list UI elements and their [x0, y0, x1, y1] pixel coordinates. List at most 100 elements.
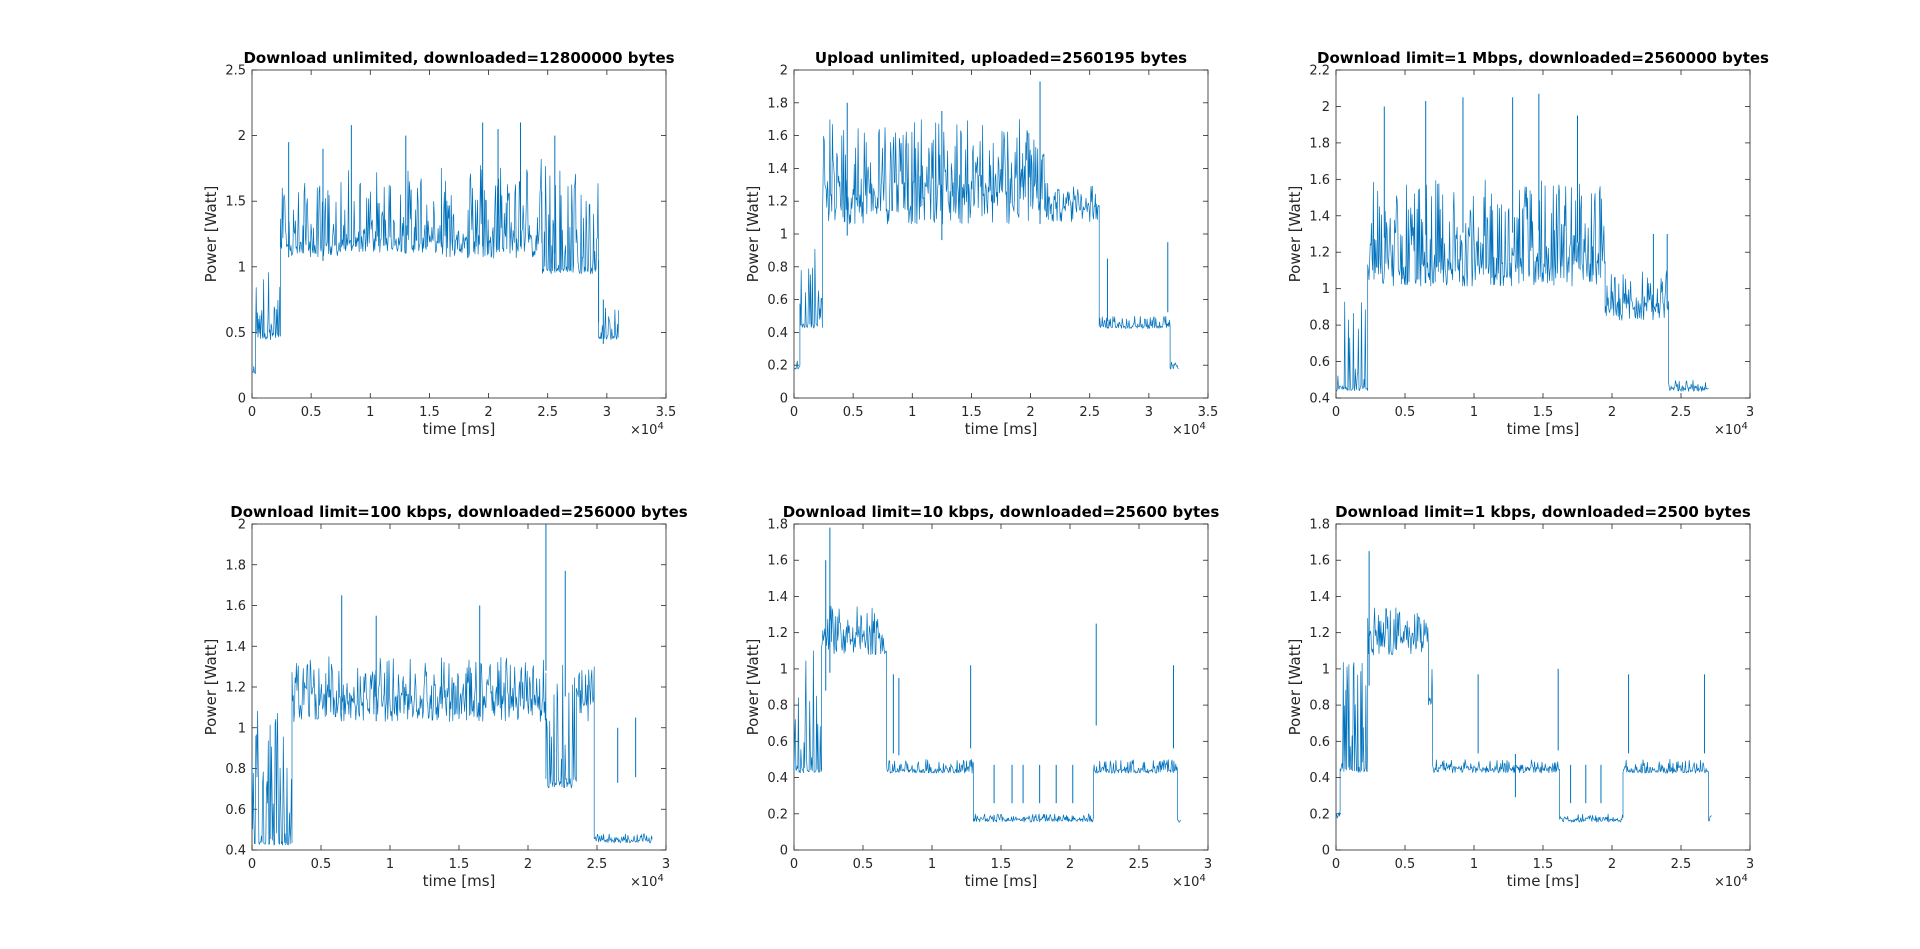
x-tick-label: 1: [1470, 405, 1478, 420]
y-tick-label: 1.6: [1309, 173, 1330, 188]
x-tick-label: 2: [1026, 405, 1034, 420]
x-tick-label: 0.5: [843, 405, 864, 420]
y-axis-label: Power [Watt]: [744, 186, 762, 283]
x-tick-label: 3: [662, 857, 670, 872]
y-tick-label: 1: [1322, 282, 1330, 297]
x-tick-label: 0: [1332, 857, 1340, 872]
x-axis-label: time [ms]: [423, 872, 496, 890]
y-tick-label: 1.6: [767, 554, 788, 569]
x-tick-label: 1: [908, 405, 916, 420]
x-tick-label: 3: [1145, 405, 1153, 420]
power-trace: [251, 158, 620, 374]
x-tick-label: 0: [790, 405, 798, 420]
x-tick-label: 0: [790, 857, 798, 872]
x-tick-label: 3: [1204, 857, 1212, 872]
y-tick-label: 1.8: [767, 96, 788, 111]
power-trace: [251, 656, 653, 846]
y-tick-label: 1.4: [1309, 209, 1330, 224]
x-tick-label: 0: [1332, 405, 1340, 420]
y-tick-label: 0.8: [767, 260, 788, 275]
chart-title: Upload unlimited, uploaded=2560195 bytes: [815, 49, 1187, 67]
y-axis-label: Power [Watt]: [202, 639, 220, 736]
y-tick-label: 0.4: [1309, 771, 1330, 786]
y-tick-label: 1.4: [767, 162, 788, 177]
x-tick-label: 0.5: [1395, 857, 1416, 872]
x-exponent-label: ×104: [630, 873, 664, 890]
x-axis-label: time [ms]: [1507, 420, 1580, 438]
x-tick-label: 2.5: [587, 857, 608, 872]
series-1: [1335, 551, 1712, 823]
y-tick-label: 2.5: [225, 64, 246, 79]
x-tick-label: 0.5: [301, 405, 322, 420]
power-trace: [793, 605, 1181, 823]
x-axis-label: time [ms]: [965, 872, 1038, 890]
y-tick-label: 1: [238, 721, 246, 736]
x-tick-label: 3: [1746, 857, 1754, 872]
x-exponent-label: ×104: [1172, 873, 1206, 890]
y-tick-label: 1: [1322, 662, 1330, 677]
x-tick-label: 2: [484, 405, 492, 420]
x-tick-label: 3.5: [656, 405, 677, 420]
y-tick-label: 2: [1322, 100, 1330, 115]
plot-area: [251, 523, 667, 851]
series-1: [793, 527, 1181, 823]
power-trace: [1335, 607, 1712, 823]
power-trace: [793, 119, 1179, 370]
y-tick-label: 0.4: [225, 844, 246, 859]
y-tick-label: 0.8: [1309, 699, 1330, 714]
y-tick-label: 0.5: [225, 326, 246, 341]
y-tick-label: 0: [780, 392, 788, 407]
x-axis-label: time [ms]: [423, 420, 496, 438]
x-tick-label: 1: [928, 857, 936, 872]
y-tick-label: 0.6: [767, 735, 788, 750]
y-tick-label: 2: [780, 64, 788, 79]
y-tick-label: 2: [238, 129, 246, 144]
x-tick-label: 1.5: [449, 857, 470, 872]
y-tick-label: 0.6: [225, 803, 246, 818]
subplot-4: 0 0.5 1 1.5 2 2.5 30.40.60.811.21.41.61.82Down…: [202, 503, 688, 890]
chart-title: Download limit=100 kbps, downloaded=2560…: [230, 503, 688, 521]
y-axis-label: Power [Watt]: [744, 639, 762, 736]
y-tick-label: 1.6: [1309, 554, 1330, 569]
y-tick-label: 1: [238, 260, 246, 275]
x-tick-label: 2: [1608, 405, 1616, 420]
y-tick-label: 0.6: [1309, 355, 1330, 370]
y-tick-label: 1.4: [767, 590, 788, 605]
x-tick-label: 0.5: [311, 857, 332, 872]
x-tick-label: 0.5: [853, 857, 874, 872]
x-exponent-label: ×104: [630, 421, 664, 438]
y-tick-label: 1.8: [1309, 136, 1330, 151]
y-tick-label: 1.2: [767, 626, 788, 641]
y-tick-label: 0.2: [1309, 807, 1330, 822]
y-axis-label: Power [Watt]: [1286, 186, 1304, 283]
x-tick-label: 2: [1066, 857, 1074, 872]
x-tick-label: 3: [1746, 405, 1754, 420]
y-tick-label: 0.8: [225, 762, 246, 777]
x-tick-label: 2: [524, 857, 532, 872]
y-tick-label: 0.4: [1309, 392, 1330, 407]
chart-title: Download limit=1 kbps, downloaded=2500 b…: [1335, 503, 1751, 521]
y-tick-label: 0: [238, 392, 246, 407]
y-tick-label: 1: [780, 662, 788, 677]
y-tick-label: 0.8: [767, 699, 788, 714]
x-tick-label: 0.5: [1395, 405, 1416, 420]
power-trace: [1335, 179, 1709, 392]
x-exponent-label: ×104: [1172, 421, 1206, 438]
x-tick-label: 0: [248, 405, 256, 420]
y-tick-label: 1.5: [225, 195, 246, 210]
x-tick-label: 1.5: [961, 405, 982, 420]
y-tick-label: 1.2: [225, 681, 246, 696]
y-tick-label: 1.6: [767, 129, 788, 144]
y-tick-label: 2: [238, 518, 246, 533]
x-exponent-label: ×104: [1714, 421, 1748, 438]
subplot-2: 0 0.5 1 1.5 2 2.5 3 3.5 0 0.2 0.4 0.6 0.8 1 1.2 1.4 1.6 1…: [744, 49, 1218, 438]
y-tick-label: 1.6: [225, 599, 246, 614]
series-1: [251, 122, 620, 374]
x-tick-label: 1.5: [419, 405, 440, 420]
x-tick-label: 0: [248, 857, 256, 872]
subplot-3: 0 0.5 1 1.5 2 2.5 3 0.4 0.6 0.8 1 1.2 1.4 1.6 1.8 2 2.2D…: [1286, 49, 1769, 438]
y-tick-label: 1.4: [1309, 590, 1330, 605]
x-tick-label: 2: [1608, 857, 1616, 872]
